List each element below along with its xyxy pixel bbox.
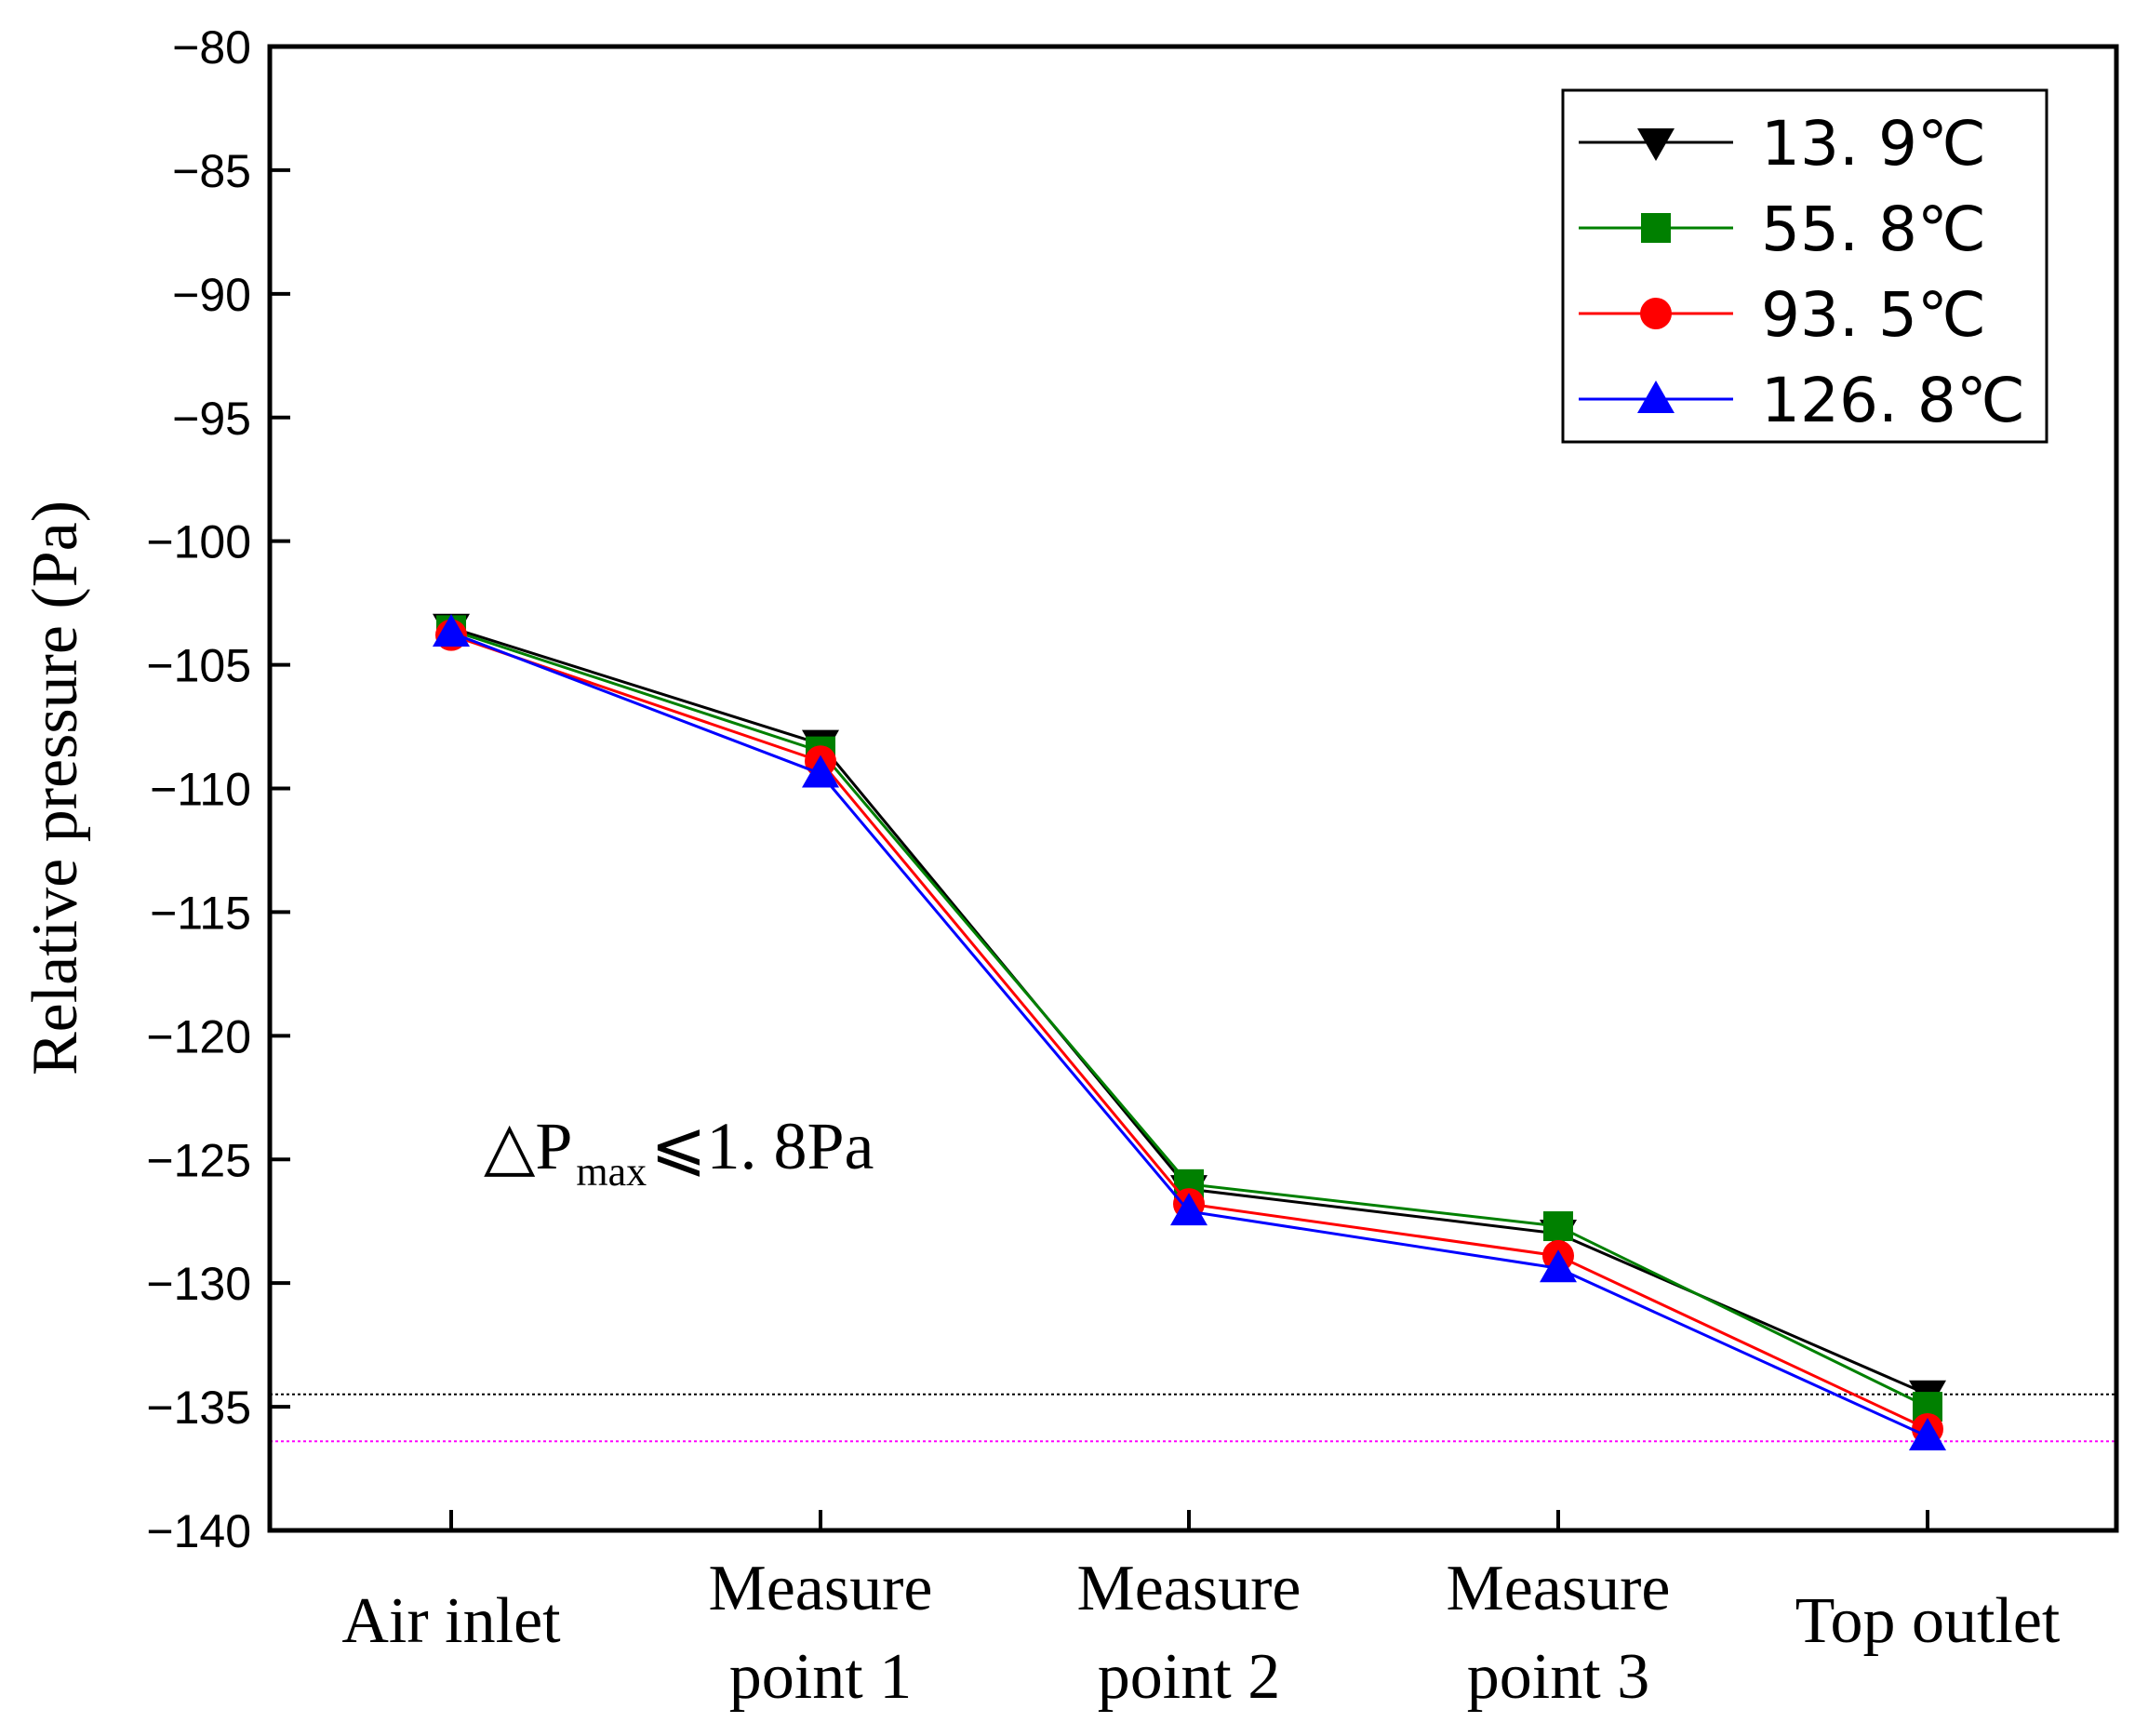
annotation-suffix: ⩽1. 8Pa [650,1109,874,1183]
y-tick-label: −80 [172,21,251,73]
y-tick-label: −90 [172,269,251,321]
legend-label: 55. 8℃ [1761,194,1986,265]
y-tick-label: −140 [146,1505,251,1557]
data-point [802,754,839,788]
data-point [1170,1193,1208,1226]
legend-marker [1637,381,1675,413]
x-tick-label-line: point 1 [729,1641,912,1713]
x-tick-label-line: point 2 [1098,1641,1280,1713]
series-line [450,628,1928,1409]
x-tick-label-line: point 3 [1467,1641,1649,1713]
y-tick-label: −105 [146,640,251,692]
y-tick-label: −100 [146,516,251,568]
data-point [1543,1211,1573,1242]
legend-label: 93. 5℃ [1761,279,1986,351]
delta-p-annotation: △P max ⩽1. 8Pa [484,1109,874,1195]
legend-marker [1637,128,1675,161]
y-tick-label: −120 [146,1010,251,1062]
annotation-subscript: max [576,1149,647,1195]
y-axis: −80 −85 −90 −95 −100 −105 −110 −115 −120 −125 −130… [146,21,290,1557]
x-tick-label-line: Measure [1446,1553,1670,1624]
x-tick-label-line: Measure [708,1553,932,1624]
x-tick-label: Measure point 2 [1076,1553,1301,1713]
reference-lines [270,1393,2116,1443]
legend-box [1561,88,2048,444]
legend-label: 126. 8℃ [1761,365,2025,436]
annotation-prefix: △P [484,1109,572,1183]
y-tick-label: −125 [146,1134,251,1186]
series-line [450,631,1928,1438]
x-tick-label: Top outlet [1795,1585,2061,1657]
y-tick-label: −85 [172,145,251,197]
y-tick-label: −130 [146,1258,251,1310]
data-point [1909,1417,1946,1450]
legend: 13. 9℃ 55. 8℃ 93. 5℃ 126. 8℃ [1561,88,2048,444]
x-tick-label: Air inlet [341,1585,561,1657]
series-line [450,634,1928,1431]
data-point [1540,1249,1577,1283]
data-point [433,614,470,648]
legend-marker [1640,298,1672,329]
legend-label: 13. 9℃ [1761,108,1986,180]
x-tick-label: Measure point 1 [708,1553,932,1713]
y-tick-label: −115 [150,887,251,939]
legend-marker [1641,213,1671,243]
x-tick-label: Measure point 3 [1446,1553,1670,1713]
series-line [450,626,1928,1396]
y-tick-label: −110 [150,764,251,816]
x-tick-label-line: Measure [1076,1553,1301,1624]
y-tick-label: −95 [172,393,251,445]
y-axis-title: Relative pressure (Pa) [20,501,91,1075]
series-layer [433,613,1946,1450]
y-tick-label: −135 [146,1382,251,1434]
